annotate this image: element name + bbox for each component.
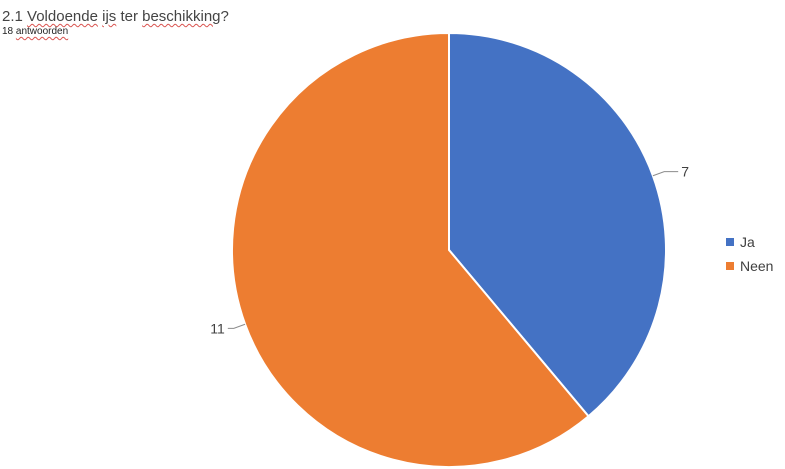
title-word-voldoende: Voldoende	[27, 8, 98, 25]
leader-line-neen	[227, 323, 246, 329]
chart-legend: Ja Neen	[726, 232, 773, 280]
pie-slice-neen	[231, 31, 590, 468]
legend-item-neen: Neen	[726, 256, 773, 276]
subtitle-count: 18	[2, 26, 16, 37]
title-middle: ter	[116, 8, 143, 25]
legend-item-ja: Ja	[726, 232, 773, 252]
legend-swatch-ja	[726, 238, 734, 246]
title-suffix: ?	[220, 8, 229, 25]
subtitle-word: antwoorden	[15, 26, 69, 37]
title-prefix: 2.1	[2, 8, 28, 25]
leader-line-ja	[652, 171, 679, 177]
legend-swatch-neen	[726, 262, 734, 270]
title-word-ijs: ijs	[102, 8, 117, 25]
data-label-neen: 11	[210, 320, 225, 336]
legend-label-ja: Ja	[740, 234, 755, 250]
legend-label-neen: Neen	[740, 258, 774, 274]
title-word-beschikking: beschikking	[142, 8, 221, 25]
data-label-ja: 7	[681, 164, 689, 180]
chart-subtitle: 18 antwoorden	[2, 26, 229, 38]
chart-title: 2.1 Voldoende ijs ter beschikking?	[2, 8, 229, 26]
chart-header: 2.1 Voldoende ijs ter beschikking? 18 an…	[2, 8, 229, 38]
